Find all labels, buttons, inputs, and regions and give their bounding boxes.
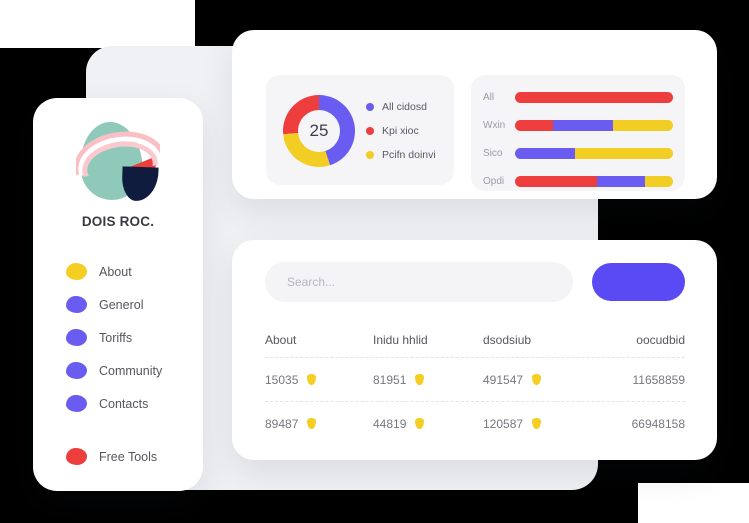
bar-segment [612,120,673,131]
bar-track [515,120,673,131]
brand-logo-icon [76,120,160,204]
bar-segment [575,148,673,159]
table-cell-value: 89487 [265,416,299,431]
search-input[interactable] [265,262,573,302]
bar-row-label: Wxin [483,120,506,131]
search-row [265,262,685,302]
sidebar-item-label: Community [99,363,163,378]
bar-segment [552,120,613,131]
sidebar-item-label: Toriffs [99,330,133,345]
legend-dot-icon [366,103,374,111]
column-header: About [265,333,297,347]
table-cell: 491547 [483,373,593,387]
table-cell-value: 120587 [483,416,524,431]
table-cell-value: 66948158 [631,416,685,431]
bar-segment [515,176,598,187]
bar-segment [515,92,673,103]
shield-icon [415,374,425,385]
donut-center-value: 25 [309,121,329,140]
bar-row-wxin[interactable]: Wxin [483,119,673,132]
column-header: Inidu hhlid [373,333,428,347]
bullet-dot-icon [66,263,87,280]
brand-block: DOIS ROC. [33,98,203,229]
sidebar-item-generol[interactable]: Generol [66,288,203,321]
data-table: About Inidu hhlid dsodsiub oocudbid 1503… [265,323,685,445]
legend-dot-icon [366,151,374,159]
donut-chart-panel: 25 All cidosd Kpi xioc Pcifn doinvi [266,75,454,185]
table-header-row: About Inidu hhlid dsodsiub oocudbid [265,323,685,357]
shield-icon [307,418,317,429]
legend-item[interactable]: Pcifn doinvi [366,143,436,167]
sidebar-item-free-tools[interactable]: Free Tools [66,440,203,473]
logo-navy-shape [121,166,159,202]
table-cell-value: 11658859 [632,372,686,387]
bullet-dot-icon [66,395,87,412]
bar-row-all[interactable]: All [483,91,673,104]
sidebar-item-label: About [99,264,132,279]
bar-row-opdi[interactable]: Opdi [483,175,673,188]
bar-row-label: Sico [483,148,503,159]
table-cell: 81951 [373,373,483,387]
donut-center: 25 [298,110,340,152]
search-button[interactable] [592,263,685,301]
legend-label: All cidosd [382,101,427,113]
table-cell: 11658859 [593,372,686,387]
shield-icon [307,374,317,385]
bar-track [515,148,673,159]
table-row[interactable]: 89487 44819 120587 66948158 [265,401,685,445]
table-cell: 66948158 [593,417,685,431]
bullet-dot-icon [66,329,87,346]
table-cell: 120587 [483,417,593,431]
table-cell-value: 15035 [265,372,299,387]
bar-track [515,92,673,103]
backdrop-wedge-bottom-right [638,483,749,523]
table-cell: 89487 [265,417,373,431]
bar-row-label: All [483,92,495,103]
bullet-dot-icon [66,296,87,313]
sidebar-nav: About Generol Toriffs Community Contacts [33,255,203,473]
table-cell-value: 44819 [373,416,407,431]
legend-dot-icon [366,127,374,135]
sidebar-item-toriffs[interactable]: Toriffs [66,321,203,354]
sidebar-item-community[interactable]: Community [66,354,203,387]
donut-chart[interactable]: 25 [283,95,355,167]
sidebar-item-contacts[interactable]: Contacts [66,387,203,420]
table-card: About Inidu hhlid dsodsiub oocudbid 1503… [232,240,717,460]
bar-row-label: Opdi [483,176,505,187]
sidebar-item-about[interactable]: About [66,255,203,288]
bar-track [515,176,673,187]
stacked-bars-panel: All Wxin Sico [471,75,685,191]
sidebar-item-label: Generol [99,297,144,312]
table-cell: 44819 [373,417,483,431]
sidebar-item-label: Free Tools [99,449,158,464]
backdrop-wedge-top-left [0,0,195,48]
bullet-dot-icon [66,362,87,379]
shield-icon [532,374,542,385]
bar-row-sico[interactable]: Sico [483,147,673,160]
shield-icon [532,418,542,429]
table-cell-value: 81951 [373,372,407,387]
bullet-dot-icon [66,448,87,465]
column-header: oocudbid [636,333,685,347]
charts-card: 25 All cidosd Kpi xioc Pcifn doinvi [232,30,717,199]
bar-segment [644,176,673,187]
column-header: dsodsiub [483,333,532,347]
bar-segment [515,148,576,159]
table-cell: 15035 [265,373,373,387]
donut-legend: All cidosd Kpi xioc Pcifn doinvi [366,95,436,167]
legend-label: Pcifn doinvi [382,149,436,161]
legend-item[interactable]: Kpi xioc [366,119,436,143]
bar-segment [597,176,645,187]
brand-name: DOIS ROC. [81,214,155,229]
bar-segment [515,120,553,131]
legend-item[interactable]: All cidosd [366,95,436,119]
table-row[interactable]: 15035 81951 491547 11658859 [265,357,685,401]
shield-icon [415,418,425,429]
legend-label: Kpi xioc [382,125,419,137]
table-cell-value: 491547 [483,372,524,387]
sidebar: DOIS ROC. About Generol Toriffs Communit… [33,98,203,491]
sidebar-item-label: Contacts [99,396,149,411]
